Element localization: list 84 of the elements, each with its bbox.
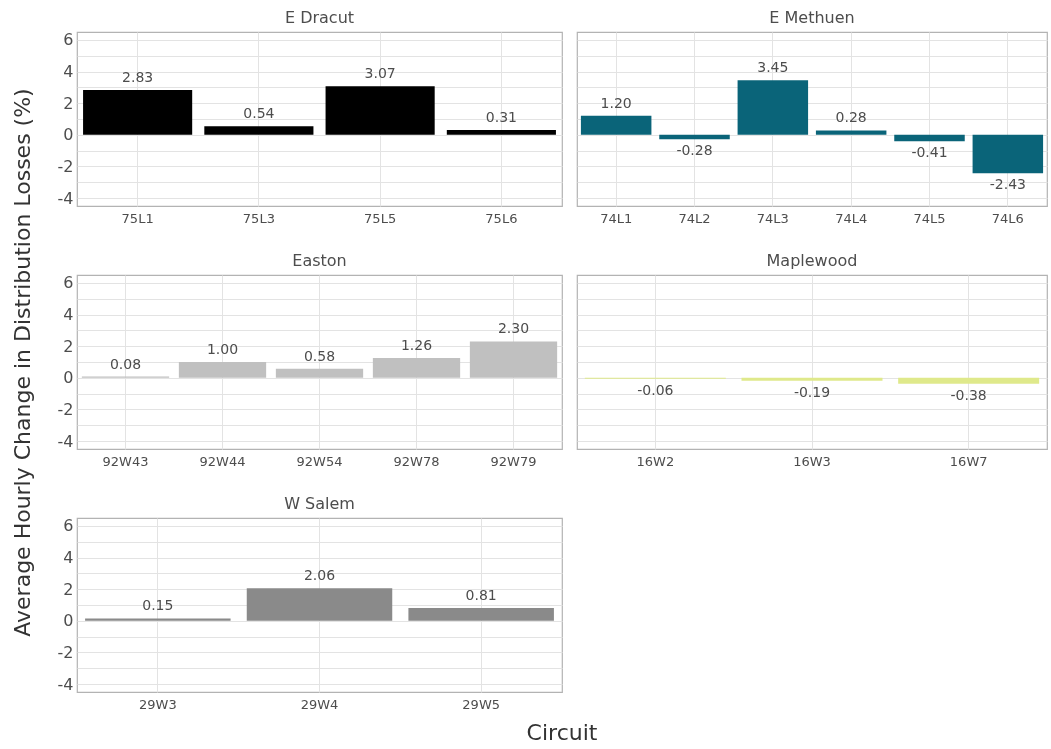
data-label: 1.00 [206, 341, 239, 357]
bar [815, 130, 887, 135]
x-tick-label: 92W44 [199, 453, 246, 469]
bar [85, 618, 231, 621]
data-label: 0.58 [303, 347, 336, 364]
bar [372, 357, 461, 378]
bar [83, 90, 193, 135]
x-tick-label: 75L5 [364, 210, 397, 226]
bar [469, 341, 558, 378]
bar [737, 80, 809, 135]
y-tick-label: 4 [63, 62, 74, 82]
data-label: 0.54 [243, 105, 275, 122]
x-tick-label: 16W7 [949, 453, 988, 469]
x-tick-label: 74L1 [600, 210, 633, 226]
y-tick-label: 6 [63, 516, 74, 536]
x-axis-title: Circuit [525, 720, 599, 745]
data-label: 2.06 [303, 567, 336, 584]
data-label: -0.06 [637, 381, 674, 398]
x-tick-label: 92W43 [102, 453, 149, 469]
y-tick-label: -2 [57, 156, 74, 176]
bar [580, 115, 652, 135]
x-tick-label: 16W3 [793, 453, 831, 469]
y-tick-label: -4 [57, 188, 74, 208]
chart-title: E Methuen [769, 8, 855, 27]
y-tick-label: -2 [57, 399, 74, 419]
data-label: 3.45 [757, 59, 789, 76]
data-label: 2.83 [122, 69, 154, 86]
y-tick-label: -4 [57, 674, 74, 694]
bar [204, 126, 314, 135]
bar [446, 129, 556, 135]
data-label: -2.43 [989, 176, 1026, 193]
y-tick-label: 2 [63, 93, 74, 113]
data-label: 0.31 [485, 108, 517, 125]
data-label: -0.38 [950, 386, 987, 403]
data-label: 0.15 [142, 597, 174, 614]
x-tick-label: 29W4 [300, 696, 339, 712]
y-tick-label: -2 [57, 642, 74, 662]
chart-title: E Dracut [284, 7, 355, 27]
x-tick-label: 16W2 [636, 453, 675, 469]
y-axis-title: Average Hourly Change in Distribution Losses (%) [9, 87, 35, 639]
y-tick-label: 2 [63, 579, 74, 599]
bar [178, 362, 267, 378]
x-tick-label: 74L6 [991, 210, 1024, 226]
x-tick-label: 74L5 [913, 210, 946, 226]
x-tick-label: 74L2 [678, 210, 711, 226]
data-label: 3.07 [364, 65, 396, 82]
bar [275, 368, 364, 378]
data-label: -0.28 [676, 142, 713, 159]
bar [325, 86, 435, 135]
y-tick-label: 6 [63, 30, 74, 50]
bar [246, 588, 393, 621]
bar [408, 608, 554, 621]
data-label: 1.26 [400, 336, 433, 353]
x-tick-label: 75L6 [485, 210, 518, 226]
x-tick-label: 92W54 [296, 453, 343, 469]
x-tick-label: 92W78 [393, 453, 440, 469]
x-tick-label: 74L4 [835, 210, 868, 226]
data-label: -0.41 [911, 144, 948, 161]
x-tick-label: 75L1 [121, 210, 154, 226]
y-tick-label: 6 [63, 273, 74, 293]
data-label: 2.30 [497, 320, 530, 337]
x-tick-label: 29W3 [139, 696, 177, 712]
y-tick-label: 2 [63, 336, 74, 356]
y-tick-label: 4 [63, 548, 74, 568]
y-tick-label: -4 [57, 431, 74, 451]
y-tick-label: 0 [63, 125, 74, 145]
chart-title: Maplewood [766, 251, 858, 270]
data-label: 0.28 [835, 109, 867, 126]
y-tick-label: 4 [63, 305, 74, 325]
x-tick-label: 92W79 [490, 453, 537, 469]
x-tick-label: 75L3 [242, 210, 275, 226]
bar [894, 134, 965, 142]
y-tick-label: 0 [63, 368, 74, 388]
data-label: -0.19 [793, 383, 831, 400]
x-tick-label: 74L3 [756, 210, 789, 226]
x-tick-label: 29W5 [462, 696, 500, 712]
bar [659, 134, 730, 140]
y-tick-label: 0 [63, 611, 74, 631]
chart-title: W Salem [284, 493, 355, 513]
data-label: 0.08 [109, 355, 142, 372]
data-label: 0.81 [465, 587, 497, 604]
chart-title: Easton [292, 250, 347, 270]
bar [972, 134, 1044, 174]
data-label: 1.20 [600, 94, 632, 111]
